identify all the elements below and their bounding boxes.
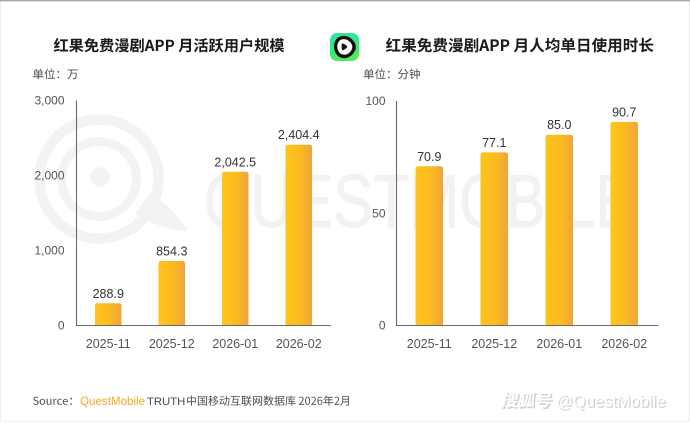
svg-text:1,000: 1,000 (34, 244, 64, 258)
svg-text:70.9: 70.9 (417, 150, 441, 164)
svg-text:2025-12: 2025-12 (471, 337, 517, 351)
svg-text:90.7: 90.7 (612, 105, 636, 119)
svg-text:0: 0 (379, 319, 386, 333)
svg-text:50: 50 (372, 206, 386, 220)
svg-text:@QuestMobile: @QuestMobile (556, 393, 665, 411)
svg-text:2,000: 2,000 (34, 169, 64, 183)
svg-text:2026-01: 2026-01 (212, 337, 258, 351)
svg-text:854.3: 854.3 (156, 245, 187, 259)
svg-text:2026-02: 2026-02 (601, 337, 647, 351)
svg-text:2025-11: 2025-11 (407, 337, 452, 351)
svg-text:2,042.5: 2,042.5 (214, 155, 256, 169)
svg-text:288.9: 288.9 (93, 287, 124, 301)
svg-text:TRUTH: TRUTH (147, 396, 185, 408)
svg-text:0: 0 (58, 319, 65, 333)
svg-text:2,404.4: 2,404.4 (278, 128, 320, 142)
svg-text:3,000: 3,000 (34, 94, 64, 108)
svg-text:QuestMobile: QuestMobile (80, 395, 145, 408)
svg-text:2025-11: 2025-11 (86, 337, 131, 351)
svg-text:2026-02: 2026-02 (276, 337, 322, 351)
svg-text:@QuestMobile: @QuestMobile (557, 394, 666, 412)
svg-text:77.1: 77.1 (482, 136, 506, 150)
svg-text:2025-12: 2025-12 (149, 337, 195, 351)
svg-text:85.0: 85.0 (547, 118, 571, 132)
svg-text:100: 100 (365, 94, 385, 108)
svg-text:2026-01: 2026-01 (536, 337, 582, 351)
